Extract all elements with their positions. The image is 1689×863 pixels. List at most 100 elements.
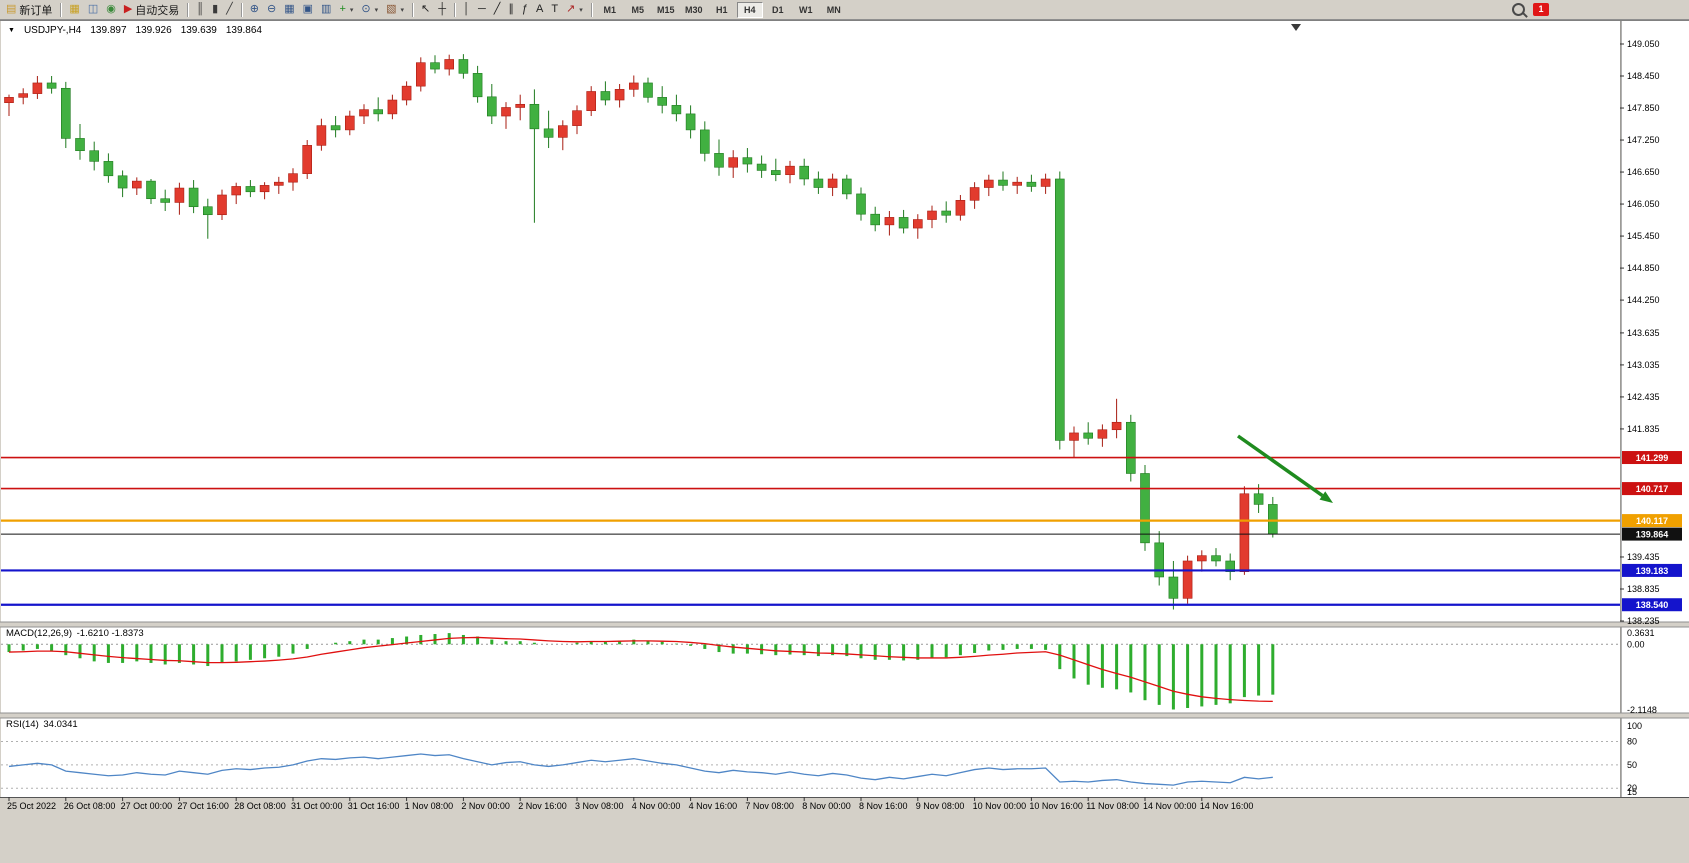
candle-body	[614, 89, 625, 101]
candle-body	[1225, 560, 1235, 572]
profiles-button[interactable]: ◫	[84, 1, 102, 19]
ohlc-close: 139.864	[225, 25, 262, 36]
fibonacci-button[interactable]: ƒ	[518, 1, 532, 19]
toolbar-separator	[412, 2, 414, 17]
candle-body	[600, 91, 611, 101]
candle-body	[217, 194, 227, 216]
time-axis-label: 3 Nov 08:00	[575, 801, 624, 811]
time-axis-label: 28 Oct 08:00	[234, 801, 286, 811]
level-lines[interactable]: 141.299 140.717 140.117 139.864 139.183 138.5…	[1, 451, 1682, 612]
trendline-button[interactable]: ╱	[490, 1, 505, 19]
refresh-button[interactable]: ◉	[102, 1, 120, 19]
candle-body	[46, 82, 57, 89]
text-button[interactable]: A	[532, 1, 547, 19]
macd-indicator-label: MACD(12,26,9) -1.6210 -1.8373	[6, 628, 146, 639]
line-chart-button[interactable]: ╱	[222, 1, 237, 19]
timeframe-button-mn[interactable]: MN	[821, 2, 847, 18]
time-axis-label: 8 Nov 00:00	[802, 801, 851, 811]
time-scale[interactable]: 25 Oct 2022 26 Oct 08:00 27 Oct 00:00 27 Oc…	[7, 797, 1253, 811]
chart-shift-marker-icon[interactable]	[1291, 24, 1301, 31]
timeframe-button-m15[interactable]: M15	[653, 2, 679, 18]
candle-body	[60, 87, 71, 139]
crosshair-button[interactable]: ┼	[434, 1, 450, 19]
price-axis-label: 146.650	[1627, 167, 1660, 177]
text-label-button[interactable]: T	[547, 1, 562, 19]
macd-scale-label: 0.3631	[1627, 628, 1655, 638]
chart-plot-background[interactable]	[1, 21, 1620, 797]
arrange-windows-button[interactable]: ▥	[317, 1, 335, 19]
price-axis-label: 143.635	[1627, 328, 1660, 338]
macd-scale-label: 0.00	[1627, 639, 1645, 649]
price-scale-background[interactable]	[1621, 21, 1689, 797]
indicators-button[interactable]: + ▾	[335, 1, 357, 19]
level-price-tag-label: 140.117	[1636, 516, 1668, 526]
timeframe-button-m5[interactable]: M5	[625, 2, 651, 18]
autotrading-button[interactable]: ▶ 自动交易	[120, 1, 183, 19]
tile-windows-button[interactable]: ▦	[280, 1, 298, 19]
macd-signal-line	[8, 636, 1273, 703]
crosshair-icon: ┼	[438, 3, 447, 15]
templates-button[interactable]: ▧ ▾	[382, 1, 408, 19]
candlestick-chart-button[interactable]: ▮	[208, 1, 222, 19]
panel-separator[interactable]	[0, 713, 1689, 718]
candle-body	[898, 217, 909, 229]
candle-body	[1012, 181, 1023, 186]
timeframe-button-d1[interactable]: D1	[765, 2, 791, 18]
indicators-icon: +	[339, 3, 346, 15]
candle-body	[18, 93, 29, 98]
candle-body	[231, 186, 241, 196]
symbol-marker-icon: ▼	[8, 27, 15, 34]
timeframe-button-w1[interactable]: W1	[793, 2, 819, 18]
candle-body	[444, 59, 455, 70]
rsi-value: 34.0341	[43, 719, 78, 730]
vertical-line-button[interactable]: │	[459, 1, 474, 19]
timeframe-button-h4[interactable]: H4	[736, 1, 763, 18]
timeframe-button-h1[interactable]: H1	[709, 2, 735, 18]
notification-badge[interactable]: 1	[1533, 3, 1549, 16]
panel-separator[interactable]	[0, 622, 1689, 627]
macd-values: -1.6210 -1.8373	[76, 628, 144, 639]
price-axis-label: 149.050	[1627, 39, 1660, 49]
rsi-scale-label: 20	[1627, 783, 1637, 793]
timeframe-button-m30[interactable]: M30	[681, 2, 707, 18]
bar-chart-button[interactable]: ║	[192, 1, 208, 19]
macd-scale-label: -2.1148	[1627, 705, 1657, 715]
candle-body	[770, 170, 781, 176]
price-axis-label: 138.235	[1627, 616, 1660, 626]
candle-body	[174, 187, 185, 203]
horizontal-line-button[interactable]: ─	[474, 1, 490, 19]
zoom-in-icon: ⊕	[249, 3, 259, 15]
tile-windows-icon: ▦	[284, 3, 295, 15]
level-price-tag	[1622, 527, 1682, 541]
zoom-in-button[interactable]: ⊕	[246, 1, 263, 19]
refresh-icon: ◉	[106, 3, 116, 15]
candle-body	[89, 150, 99, 162]
candle-body	[742, 157, 753, 165]
candle-body	[941, 210, 952, 216]
charts-grid-icon: ▦	[69, 3, 80, 15]
candle-body	[430, 62, 440, 70]
candle-body	[1211, 555, 1221, 562]
candle-body	[657, 97, 668, 106]
annotations[interactable]	[1236, 434, 1333, 503]
trend-arrow-annotation[interactable]	[1236, 434, 1324, 497]
cursor-button[interactable]: ↖	[417, 1, 434, 19]
candle-body	[387, 99, 398, 115]
line-chart-icon: ╱	[226, 3, 233, 15]
channel-button[interactable]: ∥	[504, 1, 518, 19]
candle-body	[1253, 493, 1264, 505]
chart-ohlc-info: ▼ USDJPY-,H4 139.897 139.926 139.639 139…	[8, 25, 264, 36]
timeframe-button-m1[interactable]: M1	[597, 2, 623, 18]
search-icon[interactable]	[1512, 3, 1525, 16]
vertical-line-icon: │	[463, 3, 470, 15]
periods-button[interactable]: ⊙ ▾	[357, 1, 382, 19]
cascade-windows-button[interactable]: ▣	[299, 1, 317, 19]
charts-grid-button[interactable]: ▦	[65, 1, 83, 19]
zoom-out-button[interactable]: ⊖	[263, 1, 280, 19]
candle-body	[330, 125, 341, 131]
arrange-windows-icon: ▥	[321, 3, 332, 15]
new-order-button[interactable]: ▤ 新订单	[2, 1, 56, 19]
arrows-button[interactable]: ↗ ▾	[562, 1, 587, 19]
candle-body	[1239, 493, 1250, 572]
